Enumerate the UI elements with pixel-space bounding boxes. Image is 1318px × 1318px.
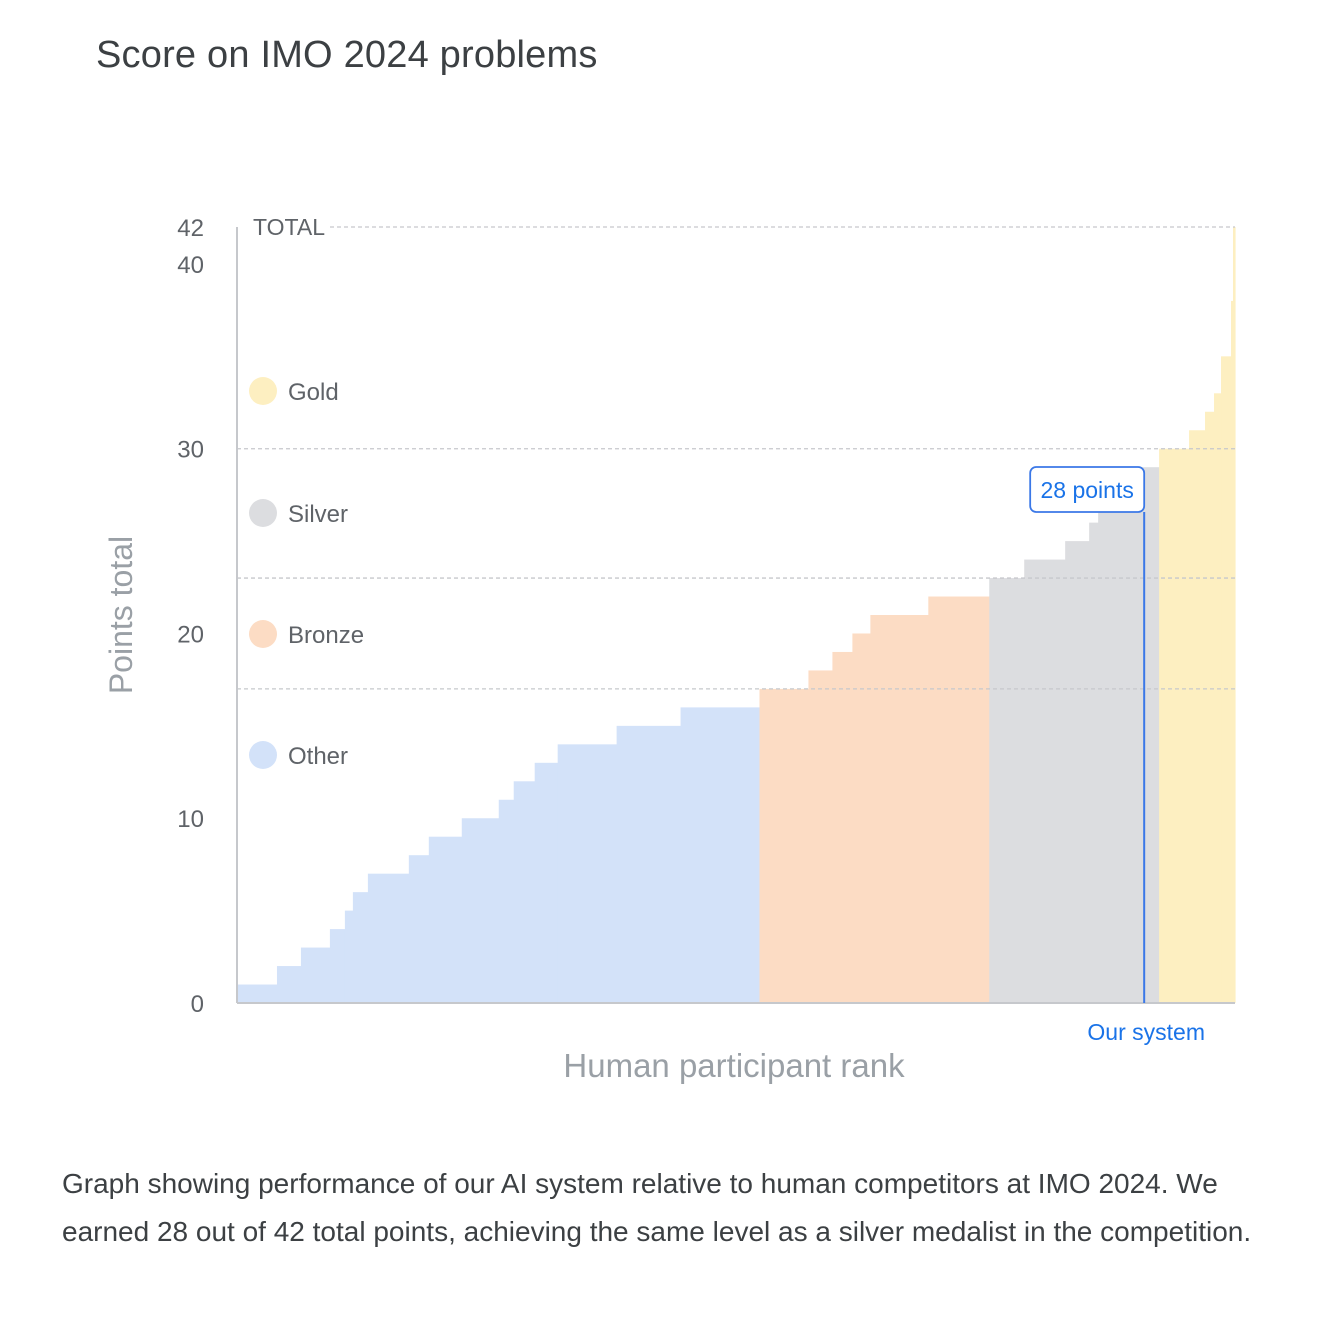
bar-other-13 [557, 744, 618, 1003]
y-axis-label: Points total [103, 536, 139, 694]
bar-other-8 [428, 836, 463, 1003]
bar-other-0 [237, 984, 278, 1003]
bar-gold-30 [1205, 411, 1215, 1003]
x-axis-label: Human participant rank [563, 1047, 905, 1084]
bar-other-15 [680, 707, 761, 1003]
bar-silver-23 [1024, 559, 1066, 1003]
y-tick-label-20: 20 [177, 621, 204, 648]
bar-bronze-21 [928, 596, 990, 1003]
chart: 0 10 20 30 40 42 TOTAL Points total Human partic… [103, 214, 1236, 1084]
bar-bronze-16 [759, 688, 810, 1003]
bar-other-12 [534, 762, 559, 1003]
bar-gold-34 [1233, 227, 1236, 1003]
bar-other-3 [329, 929, 346, 1003]
bar-silver-25 [1089, 522, 1099, 1003]
figure-caption: Graph showing performance of our AI syst… [62, 1168, 1252, 1247]
y-tick-label-30: 30 [177, 437, 204, 464]
bar-other-6 [367, 873, 410, 1003]
legend-swatch-silver [249, 499, 277, 527]
bar-other-10 [498, 799, 515, 1003]
bar-other-1 [276, 966, 302, 1003]
bar-gold-28 [1159, 448, 1190, 1004]
bar-gold-29 [1189, 430, 1206, 1003]
chart-title: Score on IMO 2024 problems [96, 34, 598, 76]
bar-other-11 [513, 781, 536, 1003]
bars-layer [237, 227, 1236, 1004]
bar-other-2 [300, 947, 331, 1003]
bar-silver-24 [1065, 541, 1090, 1003]
legend-label-other: Other [288, 743, 348, 770]
marker-layer: 28 points Our system [1029, 466, 1205, 1045]
bar-silver-22 [989, 578, 1025, 1003]
legend-swatch-gold [249, 377, 277, 405]
y-tick-label-42: 42 [177, 215, 204, 242]
bar-other-4 [344, 910, 354, 1003]
y-tick-label-40: 40 [177, 252, 204, 279]
axis-layer: 0 10 20 30 40 42 TOTAL Points total Human partic… [103, 214, 1235, 1084]
bar-silver-27 [1118, 467, 1160, 1003]
legend-label-gold: Gold [288, 379, 339, 406]
y-tick-label-10: 10 [177, 806, 204, 833]
bar-other-14 [616, 725, 682, 1003]
bar-silver-26 [1098, 504, 1119, 1003]
legend-label-bronze: Bronze [288, 622, 364, 649]
legend-layer: Gold Silver Bronze Other [249, 377, 364, 770]
bar-other-7 [408, 855, 430, 1003]
bar-gold-33 [1231, 300, 1234, 1003]
total-label: TOTAL [253, 214, 325, 240]
bar-bronze-17 [808, 670, 834, 1003]
y-tick-label-0: 0 [191, 991, 204, 1018]
bar-other-5 [352, 892, 369, 1003]
bar-bronze-19 [852, 633, 871, 1003]
legend-label-silver: Silver [288, 501, 348, 528]
grid-layer [237, 226, 1235, 690]
bar-bronze-18 [832, 651, 853, 1003]
our-system-callout-label: 28 points [1041, 477, 1134, 503]
legend-swatch-bronze [249, 620, 277, 648]
our-system-callout-box [1029, 466, 1146, 513]
legend-swatch-other [249, 741, 277, 769]
our-system-label: Our system [1087, 1019, 1205, 1045]
bar-gold-31 [1214, 393, 1222, 1003]
bar-gold-32 [1221, 356, 1232, 1004]
bar-other-9 [461, 818, 500, 1003]
bar-bronze-20 [870, 615, 929, 1003]
